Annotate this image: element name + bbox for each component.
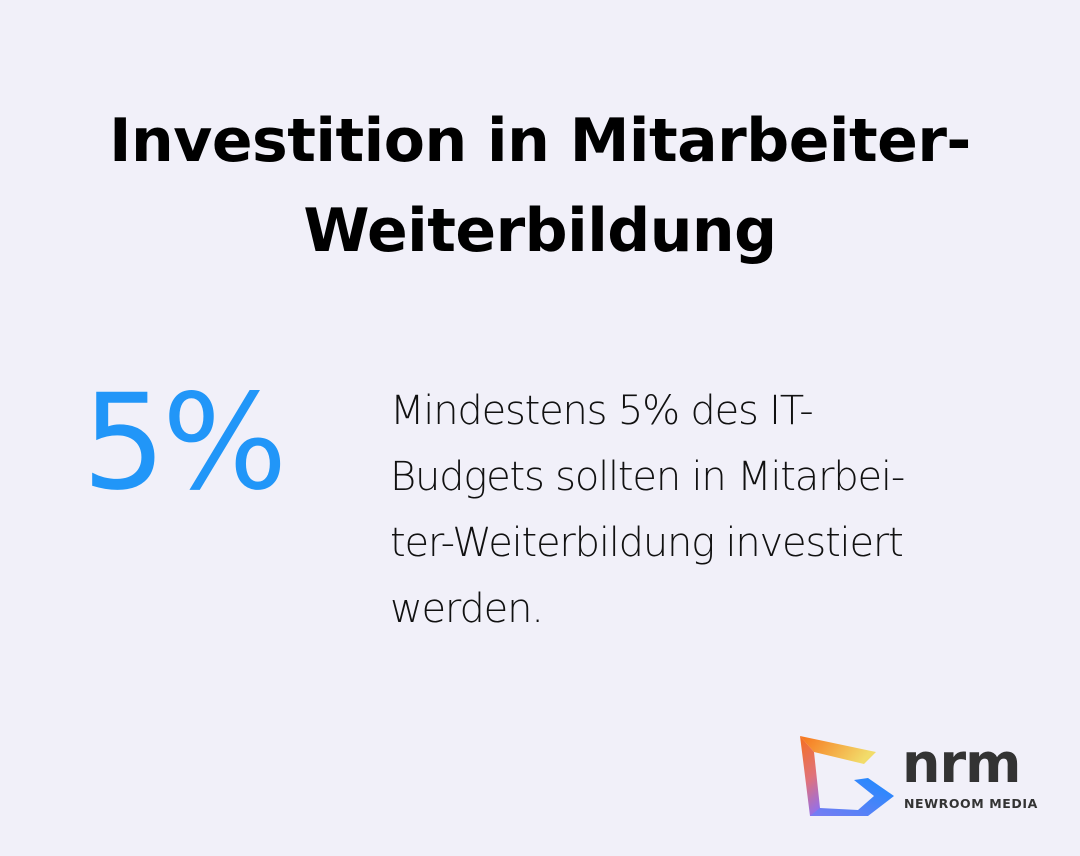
stat-value: 5%	[82, 366, 287, 520]
title-line-1: Investition in Mitarbeiter-	[109, 106, 971, 176]
description-line: ter-Weiterbildung investiert	[390, 520, 904, 566]
description-line: werden.	[390, 586, 544, 632]
logo-tagline: NEWROOM MEDIA	[904, 796, 1038, 811]
nrm-logo-icon	[800, 736, 894, 816]
description-line: Budgets sollten in Mitarbei-	[390, 454, 905, 500]
title-line-2: Weiterbildung	[303, 196, 777, 266]
brand-logo: nrm NEWROOM MEDIA	[798, 734, 1048, 818]
page-title: Investition in Mitarbeiter- Weiterbildun…	[0, 96, 1080, 276]
logo-wordmark: nrm	[902, 732, 1021, 795]
description-line: Mindestens 5% des IT-	[390, 388, 814, 434]
stat-description: Mindestens 5% des IT- Budgets sollten in…	[390, 378, 1010, 642]
